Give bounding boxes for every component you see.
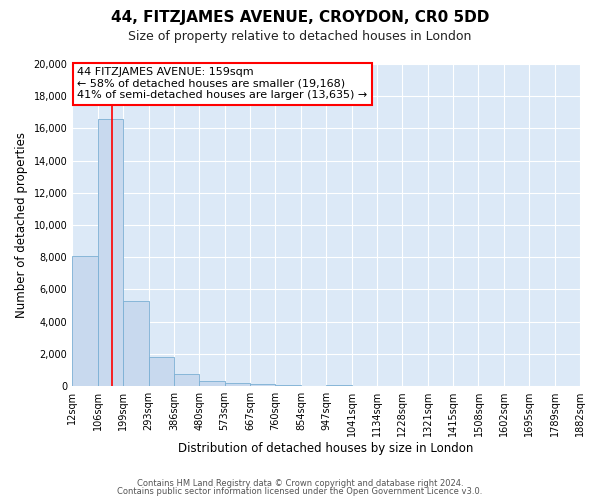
Bar <box>72 256 98 386</box>
Bar <box>123 300 149 386</box>
Y-axis label: Number of detached properties: Number of detached properties <box>15 132 28 318</box>
Bar <box>250 384 275 386</box>
Bar <box>224 384 250 386</box>
Bar <box>98 119 123 386</box>
Text: Size of property relative to detached houses in London: Size of property relative to detached ho… <box>128 30 472 43</box>
Text: Contains HM Land Registry data © Crown copyright and database right 2024.: Contains HM Land Registry data © Crown c… <box>137 478 463 488</box>
X-axis label: Distribution of detached houses by size in London: Distribution of detached houses by size … <box>178 442 474 455</box>
Bar <box>326 385 352 386</box>
Bar <box>199 381 224 386</box>
Bar <box>174 374 199 386</box>
Text: Contains public sector information licensed under the Open Government Licence v3: Contains public sector information licen… <box>118 487 482 496</box>
Text: 44, FITZJAMES AVENUE, CROYDON, CR0 5DD: 44, FITZJAMES AVENUE, CROYDON, CR0 5DD <box>111 10 489 25</box>
Text: 44 FITZJAMES AVENUE: 159sqm
← 58% of detached houses are smaller (19,168)
41% of: 44 FITZJAMES AVENUE: 159sqm ← 58% of det… <box>77 67 368 100</box>
Bar <box>275 385 301 386</box>
Bar <box>149 357 174 386</box>
